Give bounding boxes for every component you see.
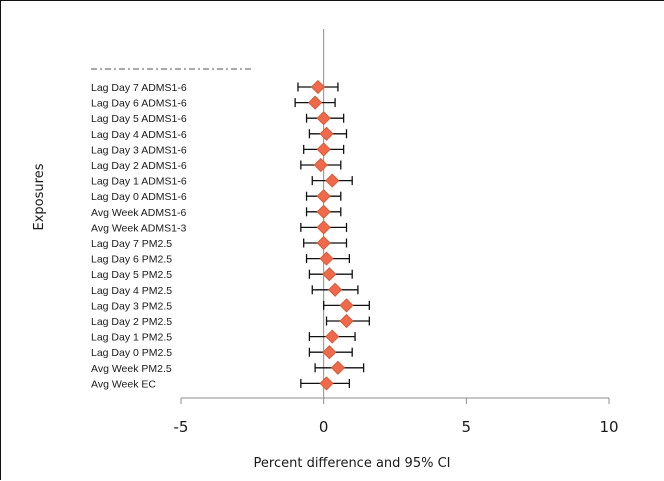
category-label: Lag Day 6 PM2.5 [91,254,172,266]
estimate-marker [313,157,328,173]
data-point-row [311,282,359,297]
x-axis-ticks: -5 0 5 10 [174,398,619,436]
estimate-marker [316,189,331,204]
data-point-row [305,111,345,126]
estimate-marker [322,267,337,282]
data-point-row [303,142,345,157]
category-label: Avg Week ADMS1-3 [91,222,186,234]
category-label: Lag Day 7 ADMS1-6 [91,82,187,94]
estimate-marker [325,329,340,344]
data-point-row [323,298,370,313]
data-point-row [308,329,356,344]
estimate-marker [330,360,345,375]
category-label: Lag Day 5 ADMS1-6 [91,113,187,125]
category-labels: Lag Day 7 ADMS1-6 Lag Day 6 ADMS1-6 Lag Da… [91,82,187,390]
category-label: Lag Day 3 ADMS1-6 [91,144,187,156]
data-point-row [308,267,353,282]
category-label: Lag Day 1 ADMS1-6 [91,176,187,188]
estimate-marker [319,126,334,141]
x-axis-title: Percent difference and 95% CI [254,456,451,471]
data-point-row [305,251,350,266]
estimate-marker [319,376,334,391]
category-label: Avg Week EC [91,378,156,390]
estimate-marker [316,235,331,251]
category-label: Lag Day 3 PM2.5 [91,300,172,312]
estimate-marker [328,282,343,297]
category-label: Lag Day 5 PM2.5 [91,269,172,281]
data-point-row [300,376,350,391]
data-point-row [294,95,336,110]
estimate-marker [339,313,354,329]
data-points [294,79,370,391]
y-axis-title: Exposures [32,163,47,230]
data-point-row [308,345,353,360]
estimate-marker [339,298,354,313]
estimate-marker [316,111,331,126]
x-tick-label: 0 [319,418,329,436]
category-label: Lag Day 1 PM2.5 [91,332,172,344]
data-point-row [303,235,348,251]
category-label: Avg Week ADMS1-6 [91,207,186,219]
data-point-row [311,173,353,188]
x-tick-label: 10 [599,418,618,436]
category-label: Lag Day 4 PM2.5 [91,285,172,297]
category-label: Lag Day 4 ADMS1-6 [91,129,187,141]
data-point-row [314,360,365,375]
estimate-marker [310,79,326,95]
x-tick-label: -5 [174,418,189,436]
data-point-row [300,220,348,235]
estimate-marker [325,173,340,188]
data-point-row [308,126,348,141]
estimate-marker [319,251,334,266]
category-label: Avg Week PM2.5 [91,363,172,375]
estimate-marker [316,220,331,235]
plot-area: -5 0 5 10 [174,29,619,436]
estimate-marker [322,345,337,360]
category-label: Lag Day 6 ADMS1-6 [91,98,187,110]
data-point-row [297,79,339,95]
x-tick-label: 5 [462,418,472,436]
data-point-row [325,313,370,329]
category-label: Lag Day 0 ADMS1-6 [91,191,187,203]
data-point-row [305,204,342,219]
estimate-marker [316,204,331,219]
category-label: Lag Day 7 PM2.5 [91,238,172,250]
category-label: Lag Day 2 ADMS1-6 [91,160,187,172]
category-label: Lag Day 2 PM2.5 [91,316,172,328]
data-point-row [300,157,342,173]
estimate-marker [308,95,323,110]
estimate-marker [316,142,331,157]
data-point-row [305,189,342,204]
category-label: Lag Day 0 PM2.5 [91,347,172,359]
